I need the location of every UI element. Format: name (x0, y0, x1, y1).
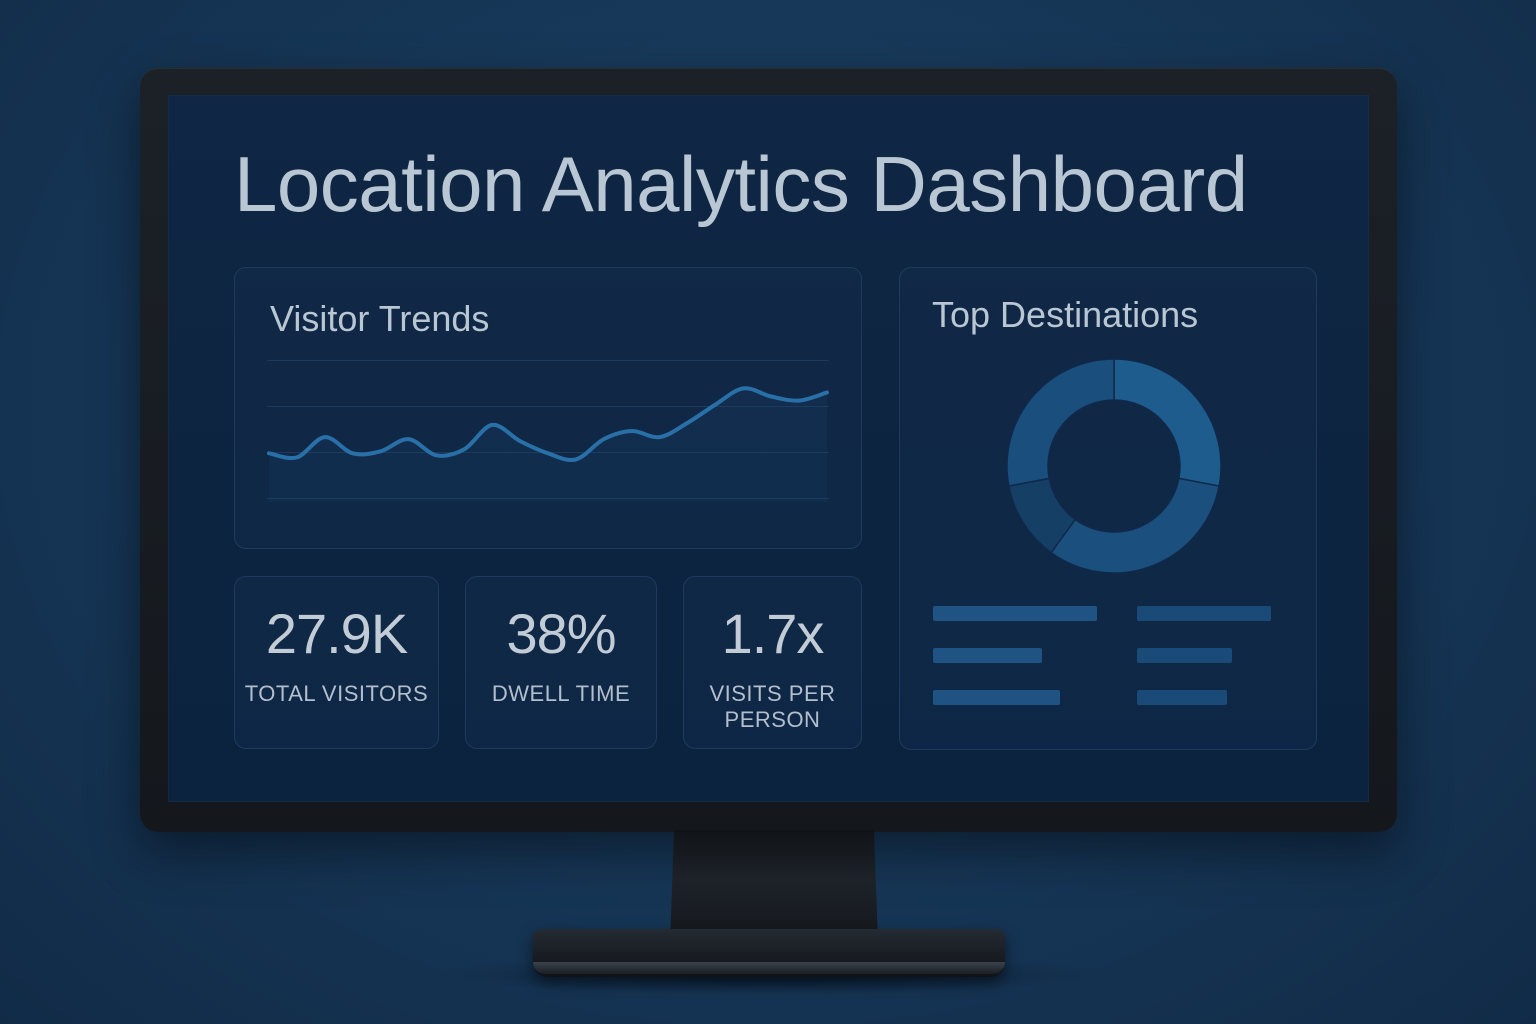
legend-bar (1137, 606, 1271, 621)
total-visitors-card: 27.9K Total Visitors (234, 576, 439, 749)
visitor-trends-line-chart (267, 360, 829, 502)
top-destinations-title: Top Destinations (932, 294, 1199, 335)
trend-area-fill (269, 388, 827, 502)
dwell-time-card: 38% Dwell Time (465, 576, 657, 749)
monitor-stand-neck (670, 830, 878, 940)
top-destinations-donut-chart (1006, 358, 1222, 574)
visitor-trends-series-line (267, 386, 829, 462)
visits-per-person-label: Visits per person (709, 681, 836, 732)
dwell-time-label: Dwell Time (491, 681, 631, 706)
legend-bar (933, 648, 1042, 663)
total-visitors-label: Total Visitors (244, 681, 429, 706)
visits-per-person-card: 1.7x Visits per person (683, 576, 862, 749)
monitor-screen: Location Analytics Dashboard Visitor Tre… (168, 95, 1369, 802)
legend-bar (933, 690, 1060, 705)
donut-slice (1050, 477, 1220, 574)
dwell-time-value: 38% (506, 602, 616, 665)
top-destinations-card: Top Destinations (899, 267, 1317, 750)
legend-bar (1137, 690, 1227, 705)
monitor-bezel: Location Analytics Dashboard Visitor Tre… (140, 68, 1397, 832)
dashboard-title: Location Analytics Dashboard (234, 140, 1248, 228)
monitor-stand-base-edge (533, 962, 1005, 974)
visitor-trends-card: Visitor Trends (234, 267, 862, 549)
visits-per-person-value: 1.7x (721, 602, 825, 665)
donut-slice (1006, 358, 1115, 487)
total-visitors-value: 27.9K (265, 602, 408, 665)
legend-bar (1137, 648, 1232, 663)
donut-slice (1113, 358, 1222, 487)
visitor-trends-title: Visitor Trends (270, 298, 490, 339)
legend-bar (933, 606, 1097, 621)
